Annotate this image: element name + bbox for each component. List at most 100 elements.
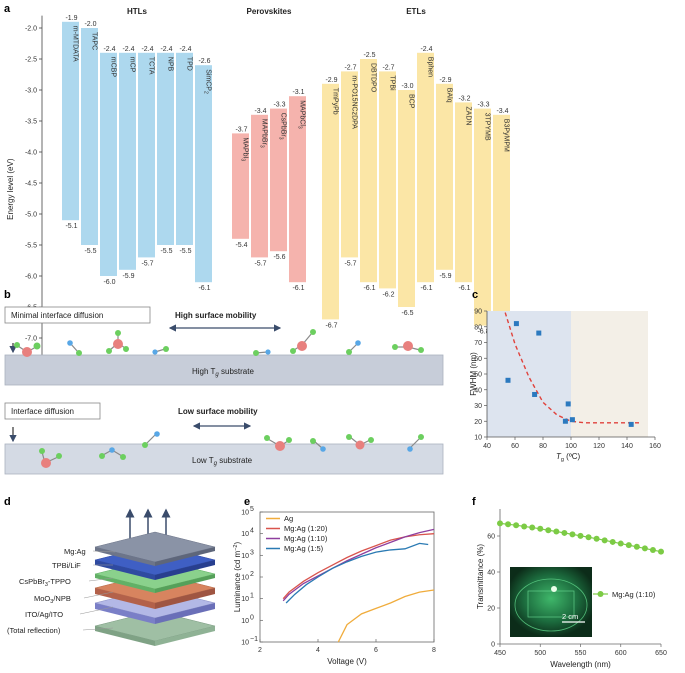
panel-e-ytick-label: 10 (241, 575, 249, 582)
bar-top-label: -2.5 (363, 52, 375, 59)
bar-bottom-label: -5.9 (439, 273, 451, 280)
bar-3tpymb (474, 108, 491, 326)
bar-name-label: mCBP (110, 57, 117, 78)
bar-top-label: -2.0 (84, 21, 96, 28)
panel-f-point (625, 542, 632, 549)
panel-f-ytick-label: 40 (487, 570, 495, 577)
panel-c-ytick-label: 40 (474, 387, 482, 394)
panel-c-ylabel: FWHM (nm) (469, 352, 478, 396)
panel-c-point (565, 401, 571, 407)
panel-a-ytick-label: -3.5 (25, 119, 37, 126)
panel-e-xtick-label: 4 (316, 647, 320, 654)
bar-bottom-label: -6.7 (325, 322, 337, 329)
panel-f-point (633, 543, 640, 550)
top-box (4, 306, 151, 324)
bar-bottom-label: -6.1 (292, 285, 304, 292)
panel-c-xtick-label: 120 (593, 443, 605, 450)
top-box-label: Minimal interface diffusion (11, 311, 103, 320)
layer-label-tpbi-lif: TPBi/LiF (52, 561, 81, 570)
bar-name-label: TCTA (148, 57, 155, 75)
bar-mcp (119, 52, 136, 270)
panel-f-point (553, 528, 560, 535)
panel-e-ytick-exp: −1 (250, 636, 258, 643)
panel-e-legend-label: Mg:Ag (1:20) (284, 524, 328, 533)
bar-b3pympm (493, 114, 510, 338)
layer-leader-lines (79, 550, 116, 631)
panel-f-point (601, 537, 608, 544)
inset-scale-label: 2 cm (562, 612, 578, 621)
bottom-box (4, 402, 101, 420)
bar-top-label: -3.0 (401, 83, 413, 90)
panel-a-group-title: Perovskites (247, 7, 292, 16)
panel-c-xtick-label: 140 (621, 443, 633, 450)
high-tg-substrate (4, 354, 444, 386)
panel-e-xtick-label: 8 (432, 647, 436, 654)
bar-bottom-label: -6.1 (363, 285, 375, 292)
inset-light-spot (551, 586, 557, 592)
bar-m-po15nczdpa (341, 71, 358, 258)
panel-e-legend-label: Ag (284, 514, 293, 523)
panel-f-point (577, 532, 584, 539)
panel-c-xtick-label: 60 (511, 443, 519, 450)
panel-c-ytick-label: 10 (474, 435, 482, 442)
panel-f-point (641, 545, 648, 552)
panel-f-ytick-label: 0 (491, 642, 495, 649)
bar-bottom-label: -6.8 (477, 329, 489, 336)
panel-f-point (521, 523, 528, 530)
panel-f-legend-label: Mg:Ag (1:10) (612, 590, 656, 599)
panel-f-ytick-label: 60 (487, 534, 495, 541)
panel-f-xtick-label: 550 (575, 650, 587, 657)
bar-bottom-label: -5.7 (254, 260, 266, 267)
layer-label-ito-ag-ito: ITO/Ag/ITO (25, 610, 63, 619)
panel-f-point (545, 527, 552, 534)
bar-name-label: B3PyMPM (503, 119, 510, 152)
bar-bottom-label: -6.0 (103, 279, 115, 286)
panel-e-ylabel: Luminance (cd m−2) (233, 542, 242, 613)
bar-bottom-label: -5.4 (235, 242, 247, 249)
bar-mapbi (232, 133, 249, 239)
bar-name-label: MAPbCl3 (297, 100, 306, 129)
bar-top-label: -3.1 (292, 89, 304, 96)
panel-c-xlabel: Tg (ºC) (556, 452, 581, 463)
panel-e-ytick-label: 10 (241, 553, 249, 560)
panel-c-point (513, 321, 519, 327)
bar-top-label: -2.7 (344, 64, 356, 71)
bar-name-label: 3TPYMB (484, 113, 491, 141)
bar-name-label: TPD (186, 57, 193, 71)
top-mobility-label: High surface mobility (175, 311, 257, 320)
panel-a-ytick-label: -2.0 (25, 26, 37, 33)
panel-c-point (532, 391, 538, 397)
panel-f-inset-photo (510, 567, 592, 637)
panel-f-point (658, 548, 664, 555)
bar-name-label: DBTDPO (370, 63, 377, 93)
panel-c-xtick-label: 100 (565, 443, 577, 450)
bar-simcp (195, 65, 212, 283)
bar-name-label: TmPyPb (332, 88, 339, 115)
bar-top-label: -3.7 (235, 126, 247, 133)
panel-e-ytick-exp: 5 (250, 506, 254, 513)
bar-tpbi (379, 71, 396, 289)
panel-c-point (628, 421, 634, 427)
panel-c-point (562, 418, 568, 424)
panel-e-xtick-label: 6 (374, 647, 378, 654)
panel-f-point (513, 522, 520, 529)
panel-c-ytick-label: 50 (474, 372, 482, 379)
bar-name-label: m-PO15NCzDPA (351, 75, 358, 129)
bar-top-label: -1.9 (65, 15, 77, 22)
panel-d-device-stack: Mg:Ag TPBi/LiF CsPbBr3-TPPO MoO3/NPB ITO… (7, 508, 216, 646)
panel-b-diffusion-schematic: Minimal interface diffusion High surface… (4, 306, 444, 475)
top-molecules (14, 329, 424, 357)
inset-device-outline (514, 578, 588, 632)
panel-e-legend-label: Mg:Ag (1:5) (284, 544, 324, 553)
bar-bottom-label: -5.5 (179, 248, 191, 255)
panel-c-point (536, 330, 542, 336)
panel-label-d: d (4, 496, 11, 508)
panel-f-point (585, 534, 592, 541)
bar-zadn (455, 102, 472, 283)
panel-e-ytick-label: 10 (241, 510, 249, 517)
panel-e-series-mg-ag-1-10 (282, 528, 435, 602)
bar-bottom-label: -6.1 (198, 285, 210, 292)
panel-f-xlabel: Wavelength (nm) (550, 660, 611, 669)
panel-a-ytick-label: -5.0 (25, 212, 37, 219)
bar-mapbbr (251, 114, 268, 258)
